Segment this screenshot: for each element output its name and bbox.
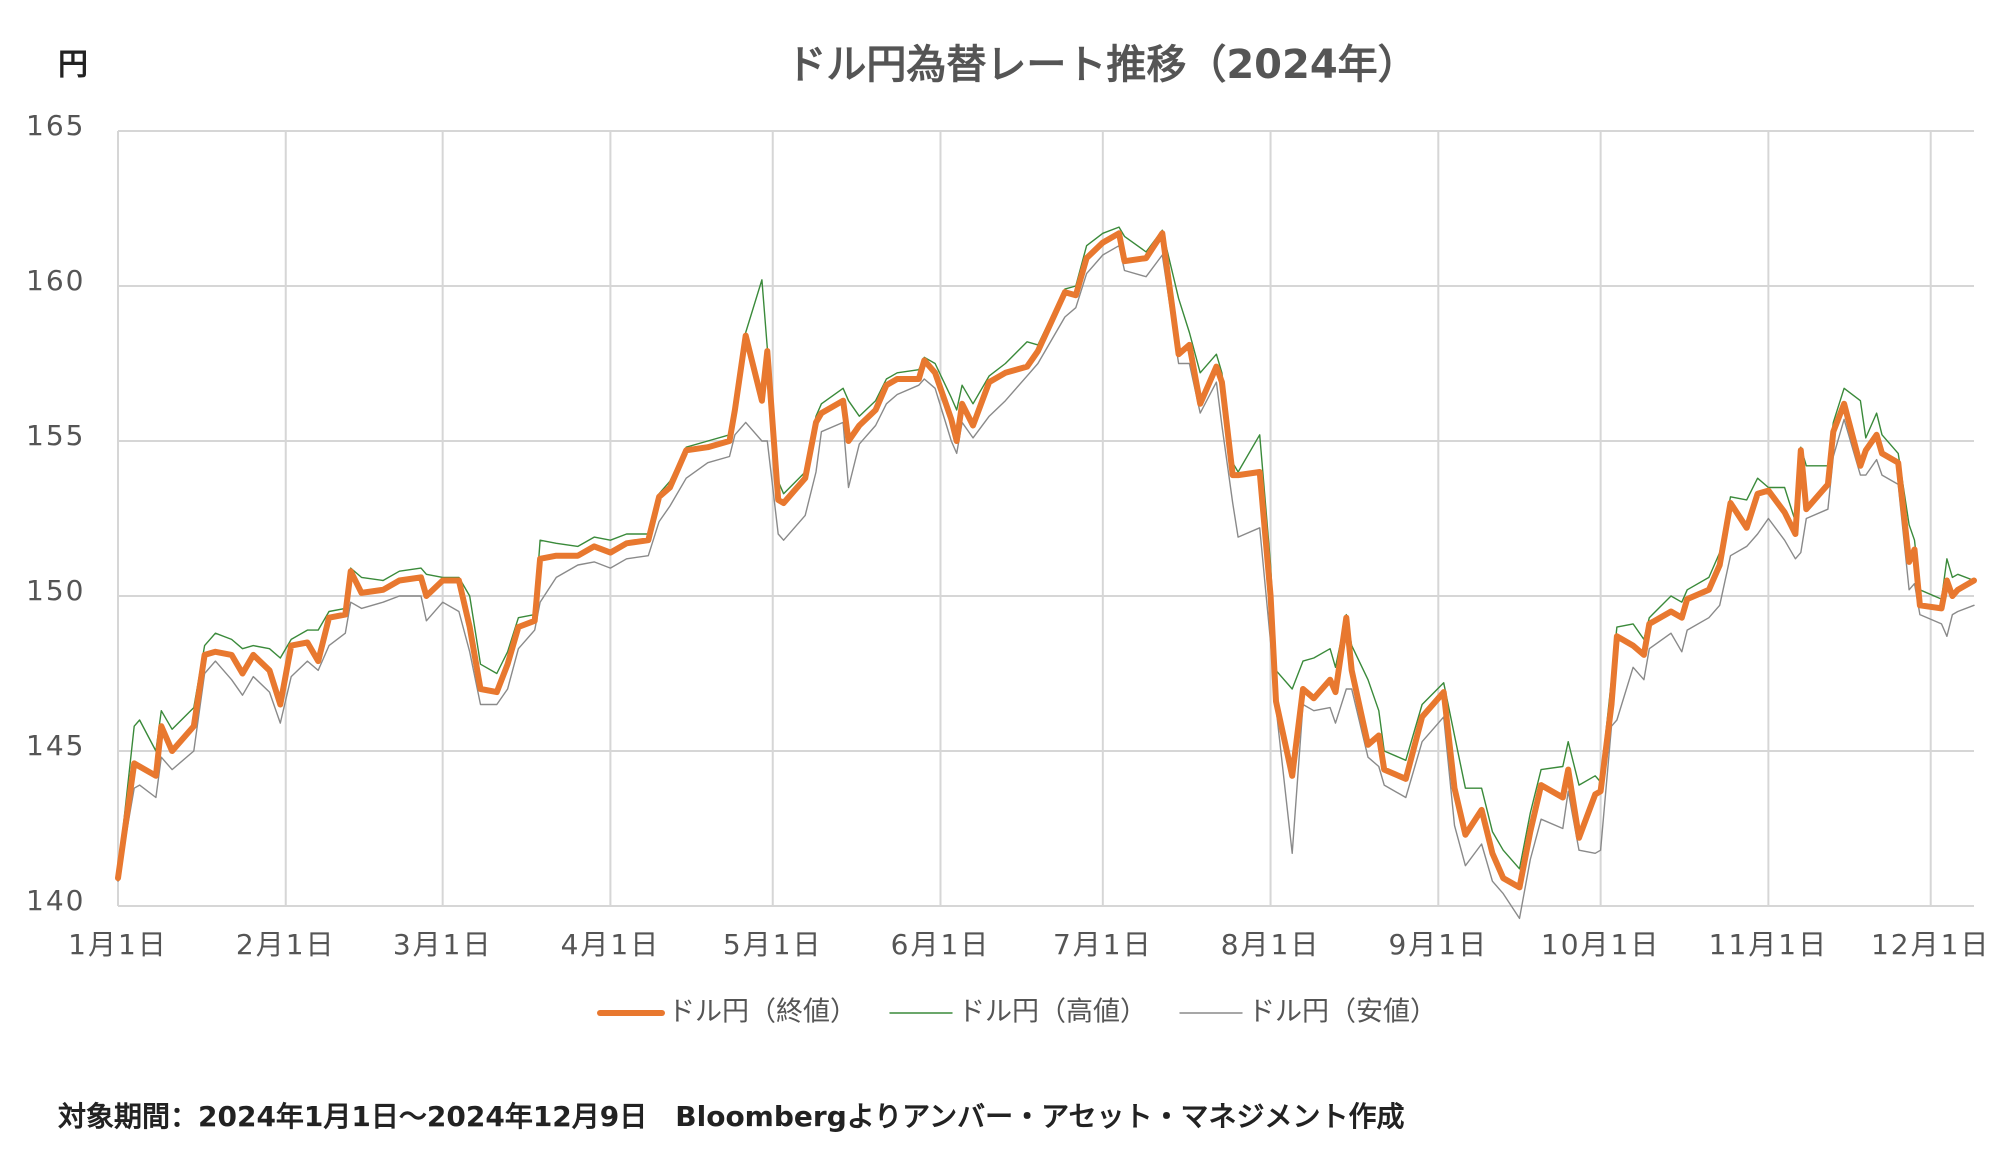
x-tick-label: 4月1日 [561, 928, 661, 961]
legend-label: ドル円（高値） [958, 997, 1147, 1028]
legend-label: ドル円（終値） [668, 997, 857, 1028]
y-tick-label: 155 [26, 419, 85, 452]
x-tick-label: 1月1日 [68, 928, 168, 961]
x-tick-label: 11月1日 [1709, 928, 1828, 961]
x-tick-label: 8月1日 [1221, 928, 1321, 961]
y-tick-label: 140 [26, 884, 85, 917]
x-tick-label: 10月1日 [1541, 928, 1660, 961]
y-tick-label: 145 [26, 729, 85, 762]
x-tick-label: 5月1日 [723, 928, 823, 961]
y-tick-label: 160 [26, 264, 85, 297]
series-line [117, 245, 1975, 920]
y-tick-label: 165 [26, 109, 85, 142]
x-tick-label: 6月1日 [891, 928, 991, 961]
legend-label: ドル円（安値） [1248, 997, 1437, 1028]
footnote: 対象期間：2024年1月1日～2024年12月9日 Bloombergよりアンバ… [58, 1100, 1405, 1133]
chart-title: ドル円為替レート推移（2024年） [786, 42, 1417, 88]
series-line [117, 226, 1975, 876]
y-axis-unit: 円 [58, 48, 88, 83]
y-tick-label: 150 [26, 574, 85, 607]
x-tick-label: 12月1日 [1871, 928, 1990, 961]
x-tick-label: 9月1日 [1388, 928, 1488, 961]
x-tick-label: 7月1日 [1053, 928, 1153, 961]
x-tick-label: 2月1日 [236, 928, 336, 961]
series-line [115, 230, 1977, 891]
x-tick-label: 3月1日 [393, 928, 493, 961]
